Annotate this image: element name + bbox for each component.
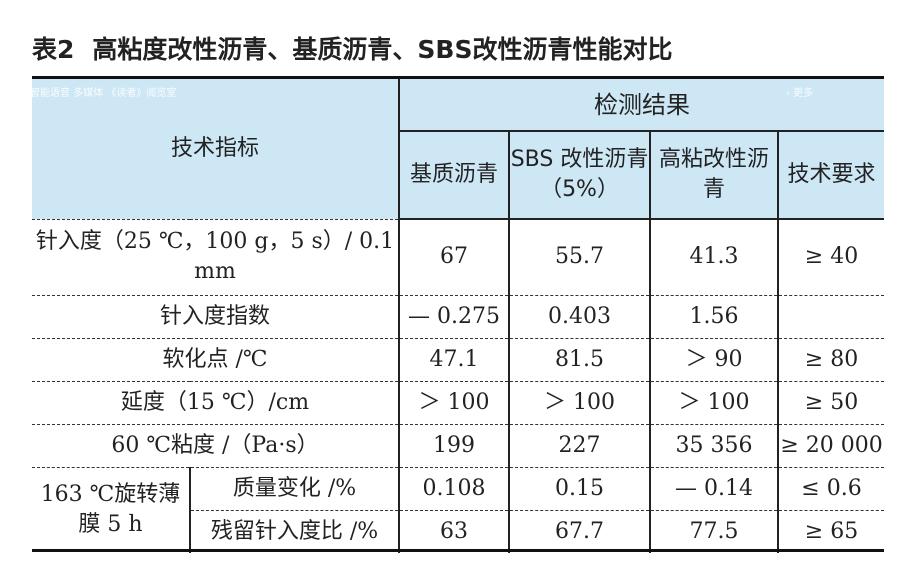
cell-sbs: 0.403 [509,295,652,339]
table-row: 针入度指数 — 0.275 0.403 1.56 [32,295,885,339]
cell-base: — 0.275 [399,295,511,339]
cell-sbs: 67.7 [509,510,652,553]
header-col-highvisc: 高粘改性沥青 [650,131,780,220]
cell-highvisc: ＞ 90 [650,338,780,382]
row-label: 延度（15 ℃）/cm [32,381,401,425]
header-row-2: 基质沥青 SBS 改性沥青（5%） 高粘改性沥青 技术要求 [32,131,885,220]
cell-requirement: ≥ 65 [804,518,859,544]
row-label: 60 ℃粘度 /（Pa·s） [32,424,401,468]
cell-base: 63 [399,510,511,553]
header-col-requirement: 技术要求 [778,131,885,220]
cell-requirement: ≥ 80 [778,338,885,382]
cell-highvisc: 35 356 [650,424,780,468]
cell-sbs: ＞ 100 [509,381,652,425]
cell-sbs: 55.7 [509,219,652,296]
overlay-menu-text: 智能语音 多媒体 《读者》阅览室 [30,88,177,99]
row-label: 针入度指数 [32,295,401,339]
comparison-table: 技术指标 检测结果 基质沥青 SBS 改性沥青（5%） 高粘改性沥青 技术要求 … [32,79,885,553]
header-row-1: 技术指标 检测结果 [32,79,885,220]
cell-base: ＞ 100 [399,381,511,425]
header-results: 检测结果 [399,79,885,132]
cell-base: 0.108 [399,467,511,511]
cell-highvisc: 1.56 [650,295,780,339]
cell-base: 199 [399,424,511,468]
table-row: 针入度（25 ℃，100 g，5 s）/ 0.1 mm 67 55.7 41.3… [32,219,885,296]
cell-requirement: ≤ 0.6 [778,467,885,511]
top-rule [32,76,884,79]
table-row: 163 ℃旋转薄膜 5 h 质量变化 /% 0.108 0.15 — 0.14 … [32,467,885,553]
cell-sbs: 227 [509,424,652,468]
table-title: 表2 高粘度改性沥青、基质沥青、SBS改性沥青性能对比 [32,30,672,66]
header-col-sbs: SBS 改性沥青（5%） [509,131,652,220]
cell-requirement: ≥ 40 [778,219,885,296]
row-label: 残留针入度比 /% [190,510,401,553]
cell-highvisc: 77.5 [650,510,780,553]
cell-requirement: ≥ 20 000 [778,424,885,468]
cell-base: 47.1 [399,338,511,382]
row-label: 针入度（25 ℃，100 g，5 s）/ 0.1 mm [32,219,401,296]
table-row: 延度（15 ℃）/cm ＞ 100 ＞ 100 ＞ 100 ≥ 50 [32,381,885,425]
header-tech-indicator: 技术指标 [32,79,401,220]
table-row: 60 ℃粘度 /（Pa·s） 199 227 35 356 ≥ 20 000 [32,424,885,468]
cell-requirement: ≥ 50 [778,381,885,425]
overlay-more-link: › 更多 [786,88,814,99]
table-caption: 高粘度改性沥青、基质沥青、SBS改性沥青性能对比 [92,35,673,64]
cell-base: 67 [399,219,511,296]
cell-sbs: 0.15 [509,467,652,511]
bottom-rule [32,549,884,552]
cell-requirement [778,295,885,339]
header-col-base: 基质沥青 [399,131,511,220]
row-label: 质量变化 /% [190,467,401,511]
table-row: 残留针入度比 /% 63 67.7 77.5 ≥ 65 [32,510,884,553]
cell-sbs: 81.5 [509,338,652,382]
group-label: 163 ℃旋转薄膜 5 h [32,467,191,553]
cell-highvisc: 41.3 [650,219,780,296]
cell-highvisc: — 0.14 [650,467,780,511]
table-row: 软化点 /℃ 47.1 81.5 ＞ 90 ≥ 80 [32,338,885,382]
table-number: 表2 [32,35,75,64]
row-label: 软化点 /℃ [32,338,401,382]
cell-highvisc: ＞ 100 [650,381,780,425]
